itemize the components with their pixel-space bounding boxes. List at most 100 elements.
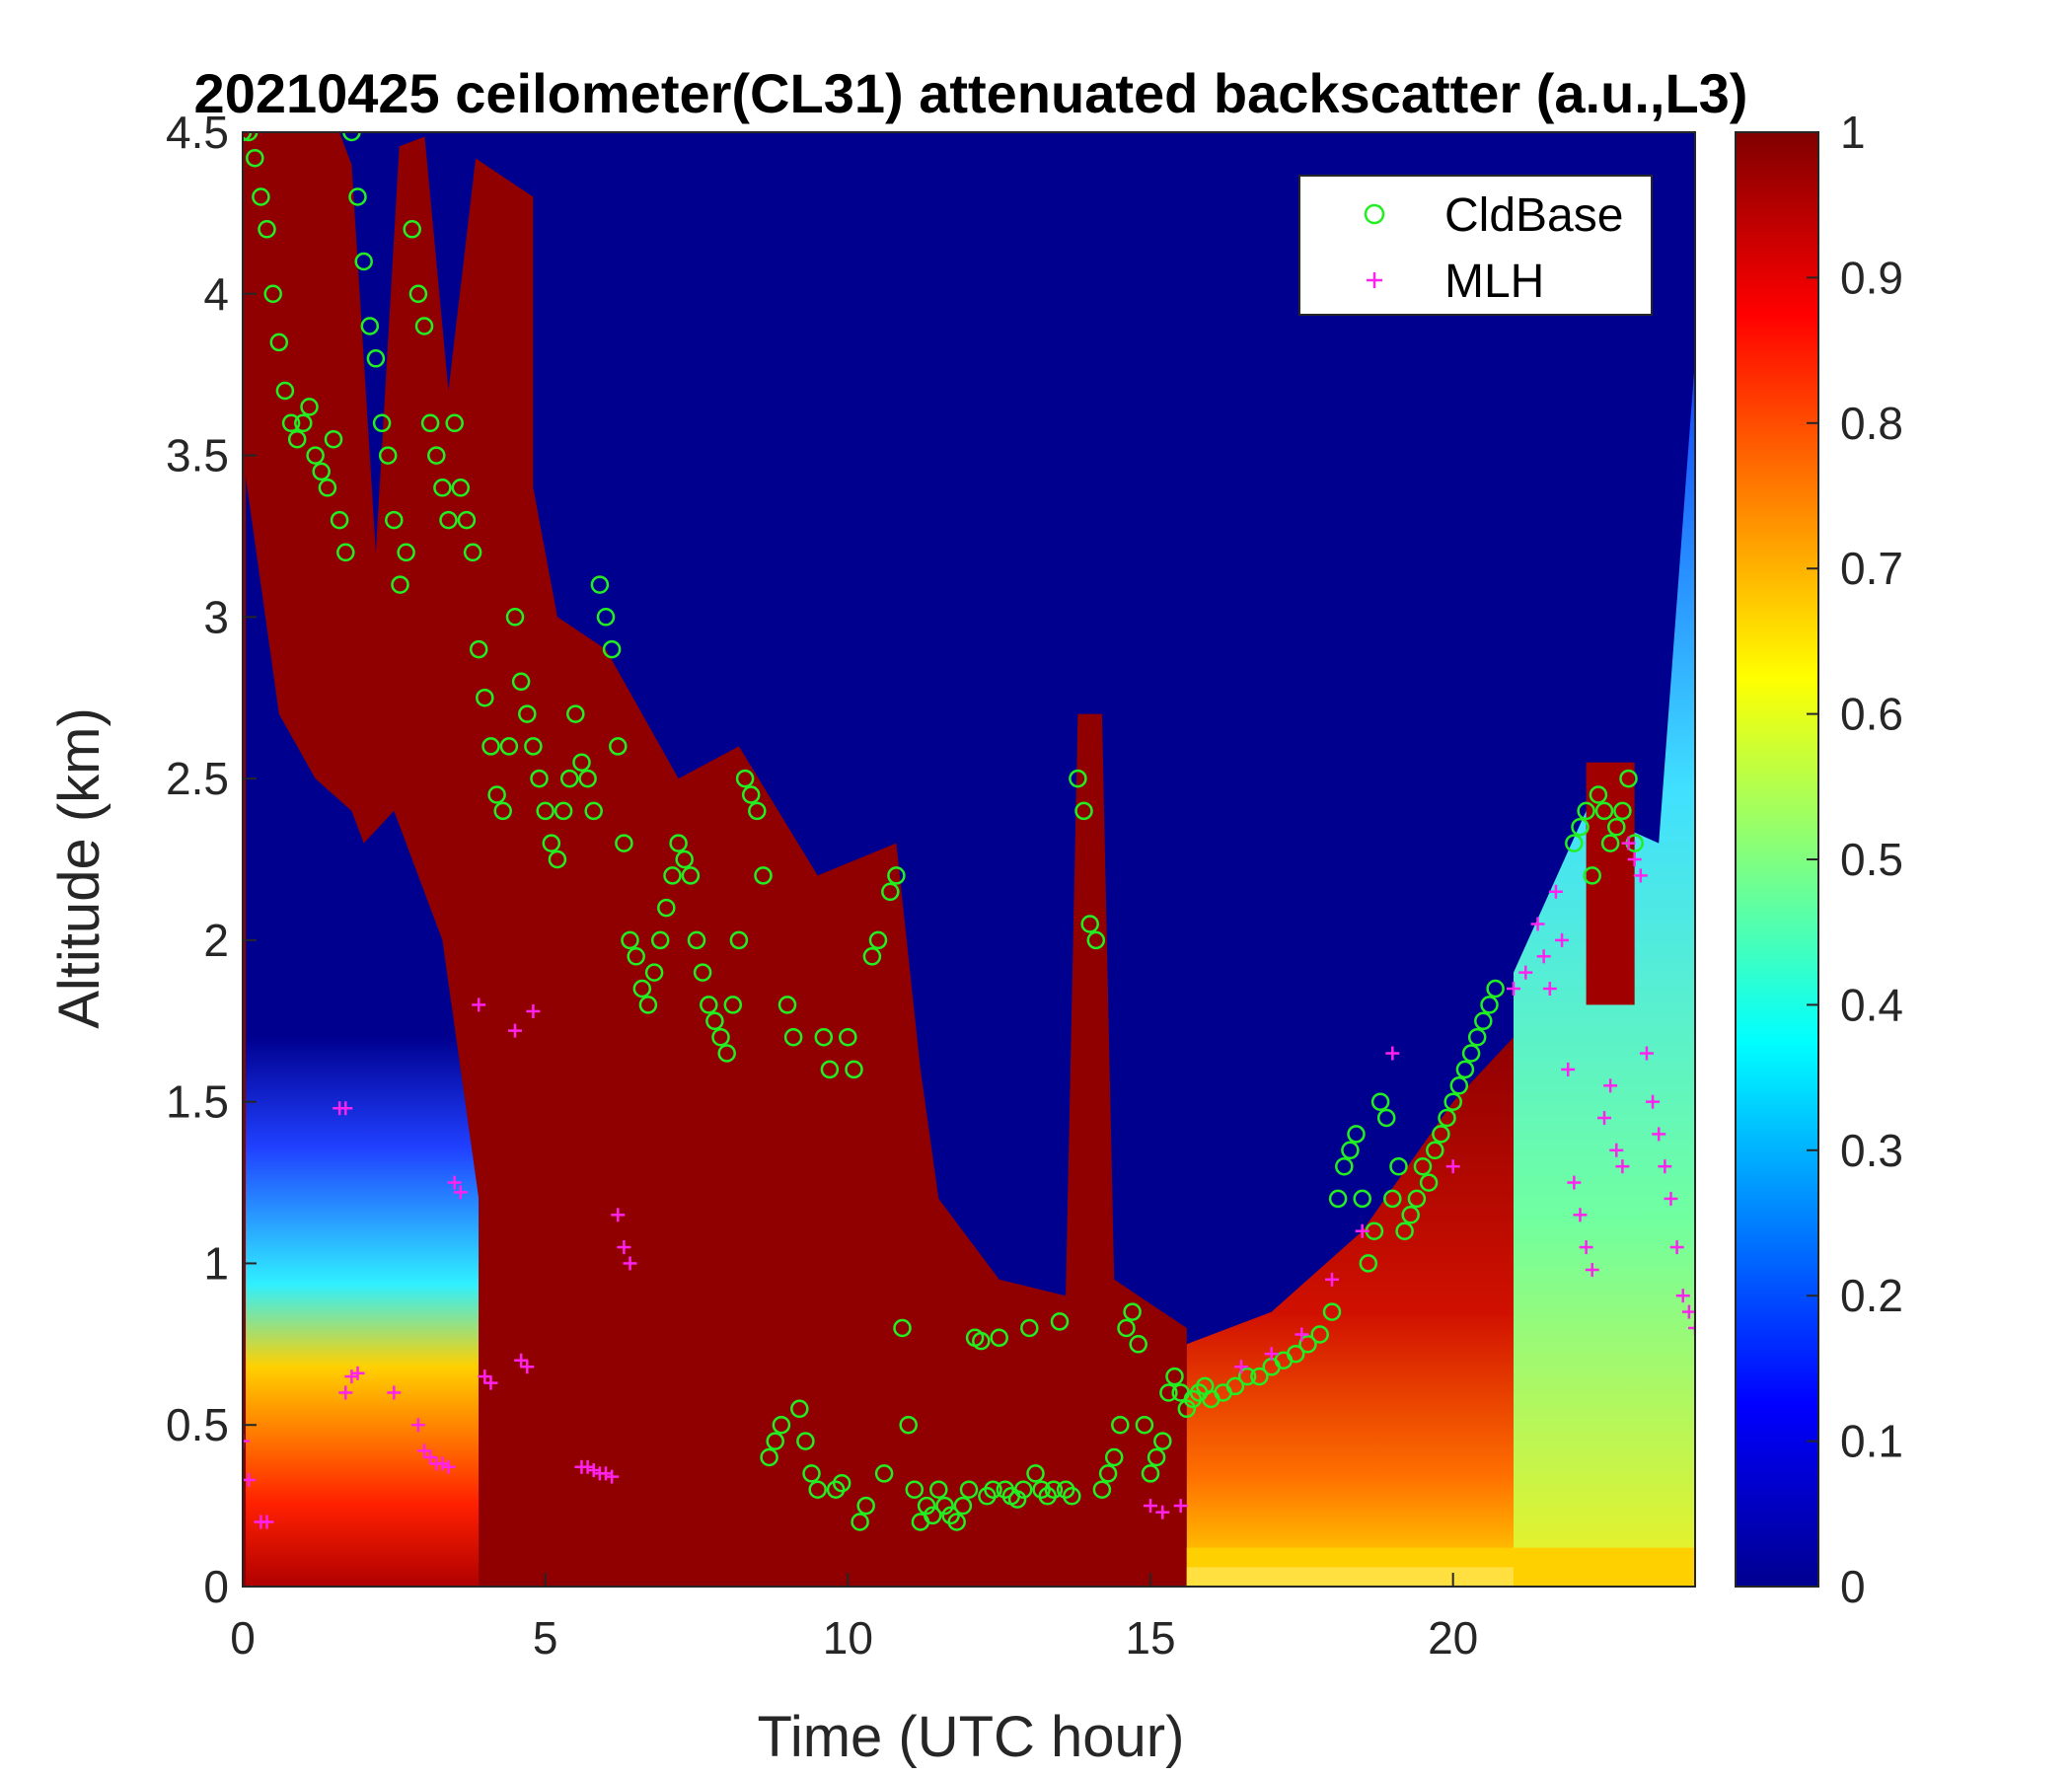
cldbase-point — [881, 882, 900, 902]
cldbase-point — [306, 446, 325, 465]
cldbase-point — [802, 1464, 821, 1483]
cldbase-point — [1020, 1318, 1039, 1338]
mlh-point — [435, 1456, 450, 1471]
cldbase-point — [1013, 1480, 1033, 1499]
cldbase-point — [868, 930, 888, 950]
cldbase-point — [1449, 1076, 1469, 1095]
cldbase-point — [445, 413, 464, 433]
cldbase-point — [360, 317, 380, 335]
mlh-point — [410, 1418, 425, 1433]
colorbar-tick-label: 0 — [1840, 1561, 1866, 1612]
cldbase-point — [990, 1328, 1008, 1348]
cldbase-point — [348, 187, 367, 206]
cldbase-point — [959, 1480, 979, 1499]
y-axis: 0 0.5 1 1.5 2 2.5 3 3.5 4 4.5 — [166, 107, 257, 1612]
cldbase-point — [1063, 1487, 1081, 1506]
chart-title: 20210425 ceilometer(CL31) attenuated bac… — [194, 62, 1748, 124]
x-tick-label: 10 — [823, 1612, 873, 1664]
cldbase-point — [741, 785, 761, 804]
colorbar — [1735, 131, 1819, 1588]
cldbase-point — [312, 462, 331, 481]
cldbase-point — [505, 608, 525, 627]
cldbase-point — [469, 639, 488, 659]
colorbar-tick-label: 0.8 — [1840, 398, 1903, 449]
mlh-point — [1530, 917, 1545, 931]
cldbase-point — [717, 1044, 736, 1063]
plot-area — [243, 132, 1695, 1587]
cldbase-point — [681, 866, 701, 885]
cldbase-point — [748, 801, 767, 821]
mlh-point — [483, 1375, 498, 1390]
cldbase-point — [602, 639, 622, 659]
y-axis-label: Altitude (km) — [47, 707, 111, 1029]
mlh-point — [508, 1023, 522, 1038]
cldbase-point — [675, 850, 694, 869]
cldbase-point — [1583, 866, 1601, 885]
mlh-point — [1234, 1360, 1248, 1374]
cldbase-point — [1183, 1389, 1203, 1409]
cldbase-point — [1383, 1189, 1402, 1209]
field-edge — [243, 455, 247, 1587]
mlh-point — [1385, 1046, 1400, 1061]
colorbar-tick-label: 0.1 — [1840, 1416, 1903, 1467]
cldbase-point — [1341, 1141, 1360, 1160]
cldbase-point — [899, 1415, 918, 1435]
cldbase-point — [269, 333, 289, 352]
cldbase-point — [729, 930, 749, 950]
cldbase-point — [627, 947, 645, 966]
cldbase-point — [609, 737, 628, 756]
legend: CldBase MLH — [1298, 175, 1653, 316]
cldbase-point — [893, 1318, 912, 1338]
cldbase-point — [1328, 1189, 1348, 1209]
cldbase-point — [814, 1027, 834, 1047]
cldbase-point — [511, 672, 531, 692]
cldbase-point — [766, 1432, 784, 1450]
cldbase-point — [548, 850, 567, 869]
cldbase-point — [1438, 1108, 1456, 1128]
cldbase-point — [578, 769, 597, 788]
cldbase-point — [644, 963, 664, 982]
mlh-point — [514, 1353, 529, 1368]
cldbase-point — [1129, 1335, 1147, 1354]
cldbase-point — [1080, 915, 1099, 933]
mlh-series — [243, 836, 1695, 1529]
y-tick-label: 4.5 — [166, 107, 229, 158]
colorbar-tick-label: 0.4 — [1840, 979, 1903, 1030]
cldbase-point — [905, 1480, 925, 1499]
mlh-point — [1603, 1078, 1618, 1093]
mlh-point — [520, 1360, 535, 1374]
mlh-point — [599, 1466, 613, 1481]
cldbase-point — [1104, 1447, 1124, 1467]
mlh-point — [1555, 932, 1570, 947]
cldbase-point — [1480, 996, 1499, 1014]
cldbase-point — [1322, 1302, 1342, 1321]
cldbase-point — [487, 785, 506, 804]
mlh-point — [1295, 1327, 1309, 1342]
cldbase-point — [735, 769, 755, 788]
cldbase-point — [887, 866, 906, 885]
cldbase-point — [1426, 1141, 1444, 1160]
cldbase-point — [1026, 1464, 1045, 1483]
cldbase-point — [1419, 1173, 1439, 1192]
cldbase-point — [687, 930, 706, 950]
cldbase-point — [294, 413, 313, 433]
cldbase-point — [845, 1060, 863, 1079]
cldbase-point — [403, 220, 421, 239]
cldbase-point — [1613, 801, 1632, 821]
mlh-point — [1548, 884, 1563, 899]
cldbase-point — [572, 753, 591, 772]
mlh-point — [243, 1434, 250, 1448]
cldbase-point — [1044, 1480, 1064, 1499]
cldbase-point — [663, 866, 682, 885]
cldbase-point — [1310, 1325, 1329, 1344]
cldbase-point — [1474, 1011, 1493, 1031]
cldbase-point — [427, 446, 446, 465]
mlh-point — [1615, 1159, 1630, 1174]
cldbase-point — [1407, 1189, 1427, 1209]
cldbase-point — [953, 1496, 973, 1516]
cldbase-point — [1347, 1125, 1366, 1144]
cldbase-point — [1589, 785, 1608, 804]
x-tick-label: 0 — [230, 1612, 256, 1664]
mlh-point — [1681, 1304, 1695, 1319]
cldbase-point — [263, 284, 282, 304]
